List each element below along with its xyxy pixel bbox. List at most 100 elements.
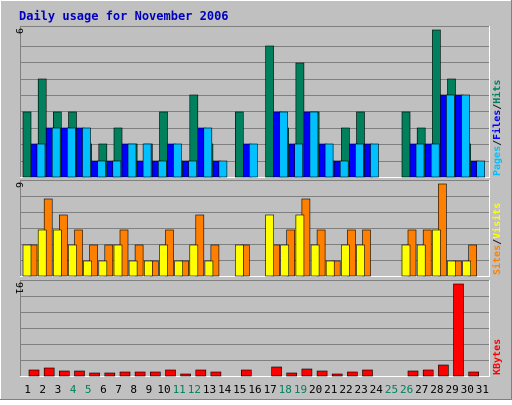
bar-pages-day-20 — [324, 143, 334, 178]
bar-visits-day-4 — [68, 244, 77, 277]
bar-kbytes-day-27 — [422, 369, 434, 377]
x-tick-label: 14 — [218, 383, 232, 396]
bar-visits-day-5 — [83, 260, 92, 277]
bar-pages-day-30 — [476, 160, 486, 178]
bar-pages-day-10 — [173, 143, 182, 178]
x-tick-label: 15 — [233, 383, 246, 396]
bar-pages-day-3 — [67, 127, 76, 178]
bar-visits-day-8 — [128, 260, 138, 277]
legend-hits-files-pages: Pages/Files/Hits — [491, 80, 503, 176]
y-max-label: 9 — [13, 28, 24, 34]
x-tick-label: 17 — [264, 383, 277, 396]
bar-pages-day-6 — [112, 160, 122, 178]
chart-title: Daily usage for November 2006 — [19, 9, 229, 23]
bar-pages-day-22 — [355, 143, 364, 178]
x-tick-label: 4 — [70, 383, 77, 396]
x-tick-label: 31 — [476, 383, 489, 396]
x-tick-label: 24 — [370, 383, 384, 396]
bar-hits-day-17 — [265, 45, 274, 178]
bar-kbytes-day-8 — [134, 371, 146, 377]
bar-pages-day-13 — [218, 160, 228, 178]
bar-visits-day-13 — [204, 260, 214, 277]
x-tick-label: 18 — [279, 383, 292, 396]
legend-entry: KBytes — [492, 339, 503, 375]
bar-visits-day-15 — [235, 244, 244, 277]
bar-pages-day-1 — [36, 143, 46, 178]
bar-visits-day-29 — [447, 260, 456, 277]
bar-visits-day-9 — [144, 260, 153, 277]
bar-pages-day-4 — [82, 127, 91, 178]
bar-pages-day-12 — [203, 127, 213, 178]
bar-kbytes-day-10 — [165, 369, 176, 377]
x-tick-label: 28 — [430, 383, 443, 396]
bar-kbytes-day-20 — [316, 370, 328, 377]
bar-pages-day-27 — [430, 143, 440, 178]
bar-visits-day-30 — [462, 260, 472, 277]
x-tick-label: 22 — [339, 383, 352, 396]
bar-visits-day-7 — [113, 244, 123, 277]
bar-pages-day-9 — [158, 160, 167, 178]
bar-kbytes-day-29 — [453, 283, 464, 377]
legend-entry: Hits — [491, 80, 503, 104]
y-max-label: 91 — [13, 282, 24, 294]
bar-visits-day-10 — [159, 244, 168, 277]
x-tick-label: 21 — [324, 383, 337, 396]
legend-entry: Pages — [492, 146, 503, 176]
x-tick-label: 9 — [146, 383, 153, 396]
x-tick-label: 8 — [130, 383, 137, 396]
bar-visits-day-23 — [356, 244, 365, 277]
bar-visits-day-19 — [295, 214, 305, 277]
bar-kbytes-day-13 — [210, 371, 222, 377]
bar-hits-day-1 — [22, 111, 32, 178]
legend-visits-sites: Sites/Visits — [491, 203, 503, 275]
bar-visits-day-3 — [52, 229, 62, 277]
x-tick-label: 1 — [24, 383, 31, 396]
bar-sites-day-13 — [210, 244, 220, 277]
bar-kbytes-day-19 — [301, 368, 313, 377]
legend-entry: / — [492, 140, 503, 146]
bar-kbytes-day-5 — [89, 372, 100, 377]
bar-kbytes-day-28 — [438, 364, 449, 377]
bar-kbytes-day-23 — [362, 369, 373, 377]
bar-pages-day-8 — [142, 143, 152, 178]
bar-pages-day-15 — [249, 143, 258, 178]
bar-visits-day-1 — [22, 244, 32, 277]
x-tick-label: 29 — [445, 383, 458, 396]
bar-sites-day-5 — [89, 244, 98, 277]
panel-kbytes: 91 KBytes — [13, 280, 503, 377]
bar-kbytes-day-7 — [119, 371, 131, 377]
x-tick-label: 26 — [400, 383, 413, 396]
bar-pages-day-23 — [370, 143, 379, 178]
bar-pages-day-2 — [51, 127, 61, 178]
bar-visits-day-26 — [401, 244, 411, 277]
bar-visits-day-18 — [280, 244, 290, 277]
bar-kbytes-day-2 — [43, 367, 55, 377]
bar-kbytes-day-21 — [331, 373, 343, 377]
bar-visits-day-12 — [189, 244, 199, 277]
bar-sites-day-30 — [468, 244, 478, 277]
x-tick-label: 5 — [85, 383, 92, 396]
bar-pages-day-26 — [415, 143, 425, 178]
bar-kbytes-day-12 — [195, 369, 207, 377]
x-tick-label: 10 — [157, 383, 170, 396]
x-tick-label: 16 — [248, 383, 261, 396]
panel-visits-sites: 6 Sites/Visits — [13, 180, 503, 277]
bar-visits-day-27 — [416, 244, 426, 277]
x-tick-label: 30 — [461, 383, 474, 396]
bar-pages-day-19 — [309, 111, 319, 178]
bar-kbytes-day-18 — [286, 372, 298, 377]
panel-hits-files-pages: 9 Pages/Files/Hits — [13, 26, 503, 178]
x-tick-label: 25 — [385, 383, 398, 396]
bar-pages-day-29 — [461, 94, 470, 178]
x-tick-label: 3 — [55, 383, 62, 396]
legend-entry: / — [492, 104, 503, 110]
bar-kbytes-day-6 — [104, 372, 116, 377]
bar-kbytes-day-11 — [180, 373, 191, 377]
y-max-label: 6 — [13, 182, 24, 188]
bar-kbytes-day-17 — [271, 366, 282, 377]
x-tick-label: 19 — [294, 383, 307, 396]
legend-entry: / — [492, 239, 503, 245]
legend-kbytes: KBytes — [492, 339, 503, 375]
bar-visits-day-22 — [341, 244, 350, 277]
